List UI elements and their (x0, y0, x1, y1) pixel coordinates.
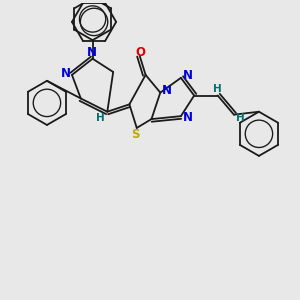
Text: O: O (135, 46, 145, 59)
Text: N: N (183, 69, 193, 82)
Text: H: H (236, 112, 245, 123)
Text: N: N (183, 111, 193, 124)
Text: S: S (132, 128, 140, 141)
Text: N: N (87, 46, 97, 59)
Text: H: H (96, 112, 104, 123)
Text: H: H (213, 84, 221, 94)
Text: N: N (61, 67, 70, 80)
Text: N: N (162, 84, 172, 97)
